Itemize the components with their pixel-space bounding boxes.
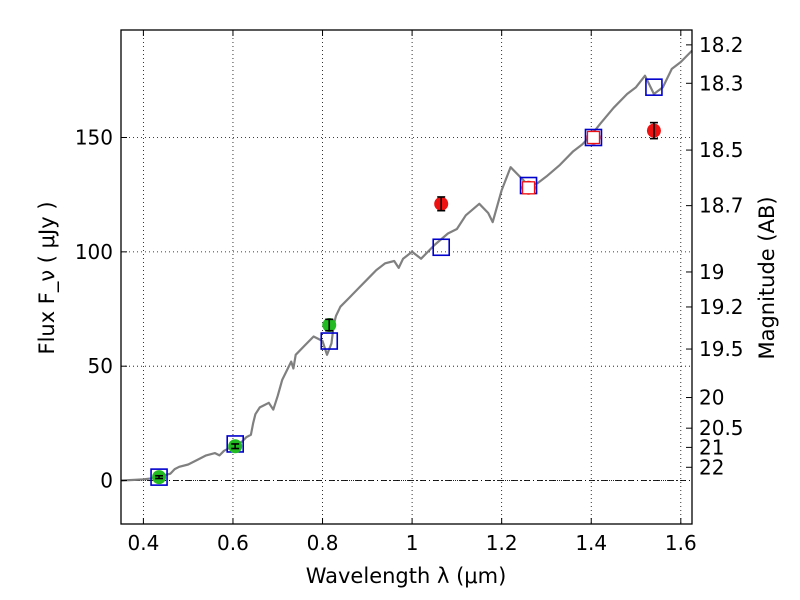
right-axis-title: Magnitude (AB) bbox=[755, 196, 779, 359]
x-tick-label: 0.8 bbox=[307, 531, 339, 555]
right-tick-label: 18.7 bbox=[699, 194, 744, 218]
y-tick-label: 100 bbox=[75, 240, 113, 264]
right-tick-label: 22 bbox=[699, 455, 724, 479]
synthetic-square-marker bbox=[584, 128, 603, 147]
x-tick-label: 0.6 bbox=[217, 531, 249, 555]
x-tick-label: 0.4 bbox=[127, 531, 159, 555]
plot-frame bbox=[120, 29, 693, 525]
measured-square-marker bbox=[586, 130, 601, 145]
y-tick-label: 150 bbox=[75, 125, 113, 149]
measured-square-marker bbox=[521, 181, 536, 195]
x-tick-label: 1 bbox=[406, 531, 419, 555]
right-tick-label: 19.5 bbox=[699, 337, 744, 361]
synthetic-square-marker bbox=[150, 468, 168, 486]
right-tick-label: 19.2 bbox=[699, 295, 744, 319]
y-tick-label: 50 bbox=[88, 354, 113, 378]
right-tick-label: 18.2 bbox=[699, 33, 744, 57]
right-tick-label: 21 bbox=[699, 435, 724, 459]
tick-labels: 0.4 0.6 0.8 1 1.2 1.4 1.6 0 50 100 150 18.2 18.3 18.5… bbox=[75, 33, 744, 555]
data-markers bbox=[150, 78, 663, 486]
right-tick-label: 20 bbox=[699, 386, 724, 410]
right-tick-label: 18.3 bbox=[699, 71, 744, 95]
y-tick-label: 0 bbox=[100, 469, 113, 493]
right-tick-label: 19 bbox=[699, 260, 724, 284]
x-tick-label: 1.2 bbox=[486, 531, 518, 555]
synthetic-square-marker bbox=[320, 332, 339, 350]
model-spectrum bbox=[120, 49, 693, 482]
x-tick-label: 1.6 bbox=[665, 531, 697, 555]
model-spectrum-line bbox=[120, 49, 693, 482]
x-tick-label: 1.4 bbox=[575, 531, 607, 555]
synthetic-square-marker bbox=[645, 78, 663, 96]
y-axis-title: Flux F_ν ( μJy ) bbox=[35, 201, 60, 354]
right-tick-label: 20.5 bbox=[699, 416, 744, 440]
x-axis-title: Wavelength λ (μm) bbox=[306, 564, 507, 588]
axis-ticks bbox=[121, 30, 692, 524]
right-tick-label: 18.5 bbox=[699, 138, 744, 162]
synthetic-square-marker bbox=[432, 238, 451, 257]
grid-lines bbox=[121, 30, 692, 524]
